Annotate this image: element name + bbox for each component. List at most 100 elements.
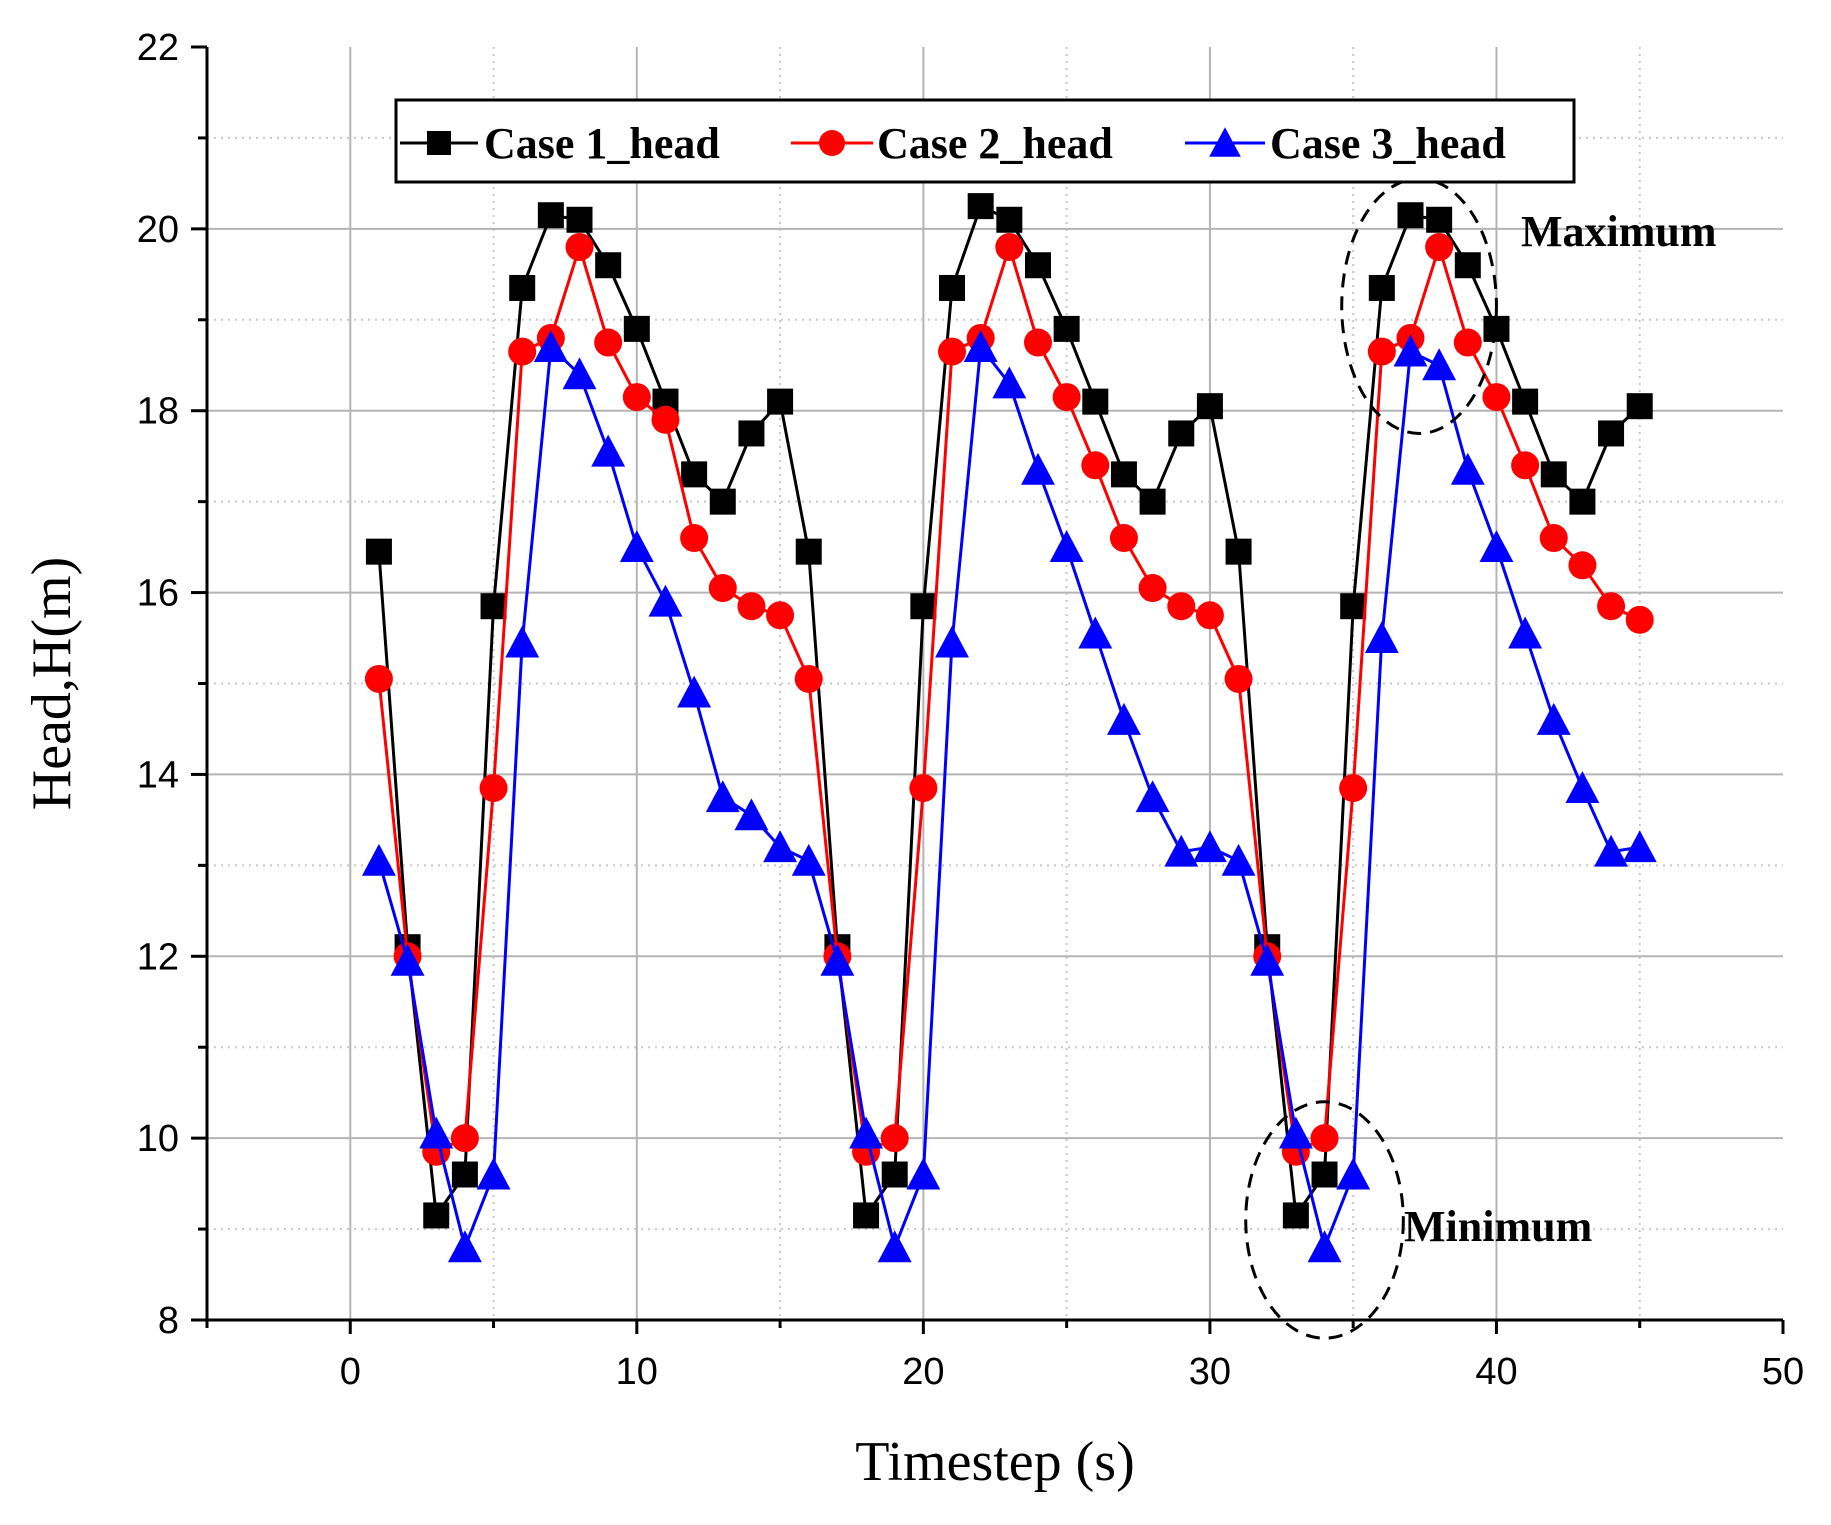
data-point-square bbox=[1569, 488, 1596, 515]
data-point-triangle bbox=[1192, 830, 1227, 863]
data-point-triangle bbox=[763, 830, 798, 863]
data-point-triangle bbox=[1106, 702, 1141, 735]
data-point-triangle bbox=[791, 843, 826, 876]
data-point-square bbox=[423, 1202, 450, 1229]
legend-swatch-marker bbox=[427, 131, 451, 155]
data-point-circle bbox=[508, 337, 537, 366]
data-point-circle bbox=[1482, 383, 1511, 412]
legend-item-2: Case 2_head bbox=[791, 119, 1113, 168]
data-point-triangle bbox=[1565, 771, 1600, 804]
data-point-square bbox=[1139, 488, 1166, 515]
data-point-triangle bbox=[935, 625, 969, 658]
data-point-circle bbox=[479, 774, 508, 803]
data-point-triangle bbox=[1594, 834, 1629, 867]
data-point-square bbox=[709, 488, 736, 515]
annotations: Maximum Minimum bbox=[1244, 177, 1717, 1340]
x-tick-label: 20 bbox=[902, 1351, 944, 1393]
data-point-circle bbox=[1052, 383, 1081, 412]
annotation-ellipse-minimum bbox=[1244, 1100, 1405, 1340]
data-point-triangle bbox=[820, 943, 855, 976]
data-point-circle bbox=[1453, 328, 1482, 357]
x-axis-title: Timestep (s) bbox=[855, 1431, 1135, 1493]
data-point-square bbox=[1397, 202, 1424, 229]
y-tick-label: 22 bbox=[137, 27, 179, 69]
data-point-circle bbox=[1568, 551, 1597, 580]
data-point-circle bbox=[909, 774, 938, 803]
data-point-triangle bbox=[1364, 621, 1399, 653]
y-tick-label: 16 bbox=[137, 573, 179, 615]
data-point-triangle bbox=[505, 625, 540, 658]
data-point-triangle bbox=[419, 1116, 454, 1149]
y-tick-label: 8 bbox=[158, 1300, 179, 1342]
data-point-triangle bbox=[1393, 334, 1428, 367]
data-point-square bbox=[1311, 1161, 1338, 1188]
data-point-square bbox=[1483, 315, 1510, 342]
y-axis-title: Head,H(m) bbox=[21, 557, 83, 810]
data-point-triangle bbox=[1278, 1116, 1313, 1149]
data-point-triangle bbox=[1479, 530, 1514, 563]
data-point-triangle bbox=[533, 330, 568, 363]
data-point-circle bbox=[1539, 524, 1568, 553]
data-point-circle bbox=[766, 601, 795, 630]
data-point-square bbox=[910, 593, 937, 620]
data-point-triangle bbox=[648, 584, 683, 617]
data-point-circle bbox=[1597, 592, 1626, 621]
data-point-triangle bbox=[447, 1230, 482, 1263]
data-point-square bbox=[1024, 252, 1051, 279]
legend-label: Case 2_head bbox=[877, 119, 1113, 168]
data-point-square bbox=[967, 193, 994, 220]
data-point-square bbox=[1626, 393, 1653, 420]
axes: 0 10 20 30 40 50 8 10 12 14 16 18 20 22 bbox=[137, 27, 1804, 1393]
data-point-square bbox=[1598, 420, 1625, 447]
legend: Case 1_head Case 2_head Case 3_head bbox=[394, 98, 1576, 184]
data-point-triangle bbox=[1164, 834, 1199, 867]
data-point-square bbox=[1225, 538, 1252, 565]
data-point-square bbox=[1512, 388, 1539, 415]
data-point-square bbox=[1540, 461, 1567, 488]
data-point-circle bbox=[995, 233, 1024, 262]
series-2 bbox=[364, 233, 1654, 1166]
series-3 bbox=[361, 330, 1657, 1263]
data-point-circle bbox=[364, 664, 393, 693]
y-tick-label: 12 bbox=[137, 936, 179, 978]
data-point-triangle bbox=[361, 843, 396, 876]
data-point-circle bbox=[1081, 451, 1110, 480]
y-tick-label: 10 bbox=[137, 1118, 179, 1160]
data-point-triangle bbox=[705, 780, 740, 813]
data-point-circle bbox=[680, 524, 709, 553]
data-point-square bbox=[738, 420, 765, 447]
data-point-square bbox=[1082, 388, 1109, 415]
y-tick-label: 18 bbox=[137, 391, 179, 433]
x-tick-label: 0 bbox=[340, 1351, 361, 1393]
data-point-circle bbox=[1625, 605, 1654, 634]
data-point-circle bbox=[1138, 574, 1167, 603]
data-point-circle bbox=[594, 328, 623, 357]
data-point-circle bbox=[938, 337, 967, 366]
data-point-square bbox=[1368, 274, 1395, 301]
data-point-triangle bbox=[1422, 348, 1457, 381]
data-point-triangle bbox=[963, 330, 998, 363]
data-point-circle bbox=[1425, 233, 1454, 262]
data-point-square bbox=[1168, 420, 1195, 447]
data-point-triangle bbox=[1078, 616, 1113, 649]
data-point-square bbox=[1110, 461, 1137, 488]
data-point-triangle bbox=[1450, 452, 1485, 485]
y-tick-label: 14 bbox=[137, 754, 179, 796]
data-point-triangle bbox=[906, 1157, 941, 1190]
data-point-triangle bbox=[1536, 702, 1571, 735]
x-tick-label: 50 bbox=[1762, 1351, 1804, 1393]
data-point-square bbox=[595, 252, 622, 279]
data-point-triangle bbox=[1250, 943, 1285, 976]
legend-item-3: Case 3_head bbox=[1185, 119, 1506, 168]
data-point-circle bbox=[1367, 337, 1396, 366]
data-point-triangle bbox=[849, 1116, 884, 1149]
data-point-square bbox=[795, 538, 822, 565]
data-point-circle bbox=[651, 405, 680, 434]
data-point-square bbox=[996, 206, 1023, 233]
data-point-triangle bbox=[1622, 830, 1657, 863]
data-point-square bbox=[1454, 252, 1481, 279]
data-point-circle bbox=[880, 1124, 909, 1153]
data-point-square bbox=[1196, 393, 1223, 420]
data-point-triangle bbox=[734, 798, 769, 831]
